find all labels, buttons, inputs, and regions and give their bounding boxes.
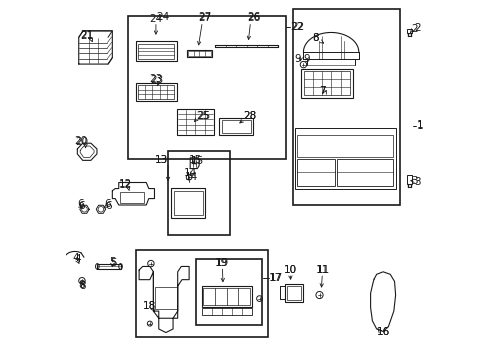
Bar <box>286 286 300 300</box>
Text: 8: 8 <box>80 282 86 292</box>
Text: 17: 17 <box>269 273 282 283</box>
Text: 20: 20 <box>75 138 88 148</box>
Text: 6: 6 <box>77 199 83 209</box>
Bar <box>97 264 121 269</box>
Bar <box>303 71 349 95</box>
Bar <box>173 191 203 215</box>
Bar <box>201 286 251 307</box>
Text: 19: 19 <box>214 258 227 268</box>
Text: 25: 25 <box>196 111 209 121</box>
Text: 24: 24 <box>149 14 162 23</box>
Text: 4: 4 <box>72 253 79 263</box>
Text: 13: 13 <box>154 155 167 165</box>
Text: 9: 9 <box>303 54 309 64</box>
Bar <box>292 9 399 205</box>
Text: 11: 11 <box>317 265 330 275</box>
Text: 3: 3 <box>410 176 417 186</box>
Text: 10: 10 <box>283 265 296 275</box>
Text: 28: 28 <box>243 111 256 121</box>
Bar <box>187 50 211 57</box>
Text: 6: 6 <box>105 201 112 211</box>
Text: 24: 24 <box>156 13 169 22</box>
Text: 2: 2 <box>413 23 420 33</box>
Text: 15: 15 <box>188 156 202 165</box>
Text: 7: 7 <box>318 86 325 96</box>
Text: 16: 16 <box>376 327 389 337</box>
Text: 8: 8 <box>79 280 85 291</box>
Text: 18: 18 <box>143 301 156 311</box>
Text: 6: 6 <box>79 201 85 211</box>
Text: 3: 3 <box>413 177 420 187</box>
Text: 26: 26 <box>246 13 260 22</box>
Bar <box>128 16 285 158</box>
Text: 5: 5 <box>109 257 115 267</box>
Text: 14: 14 <box>184 168 197 178</box>
Text: 8: 8 <box>312 33 319 43</box>
Bar <box>188 51 210 56</box>
Bar <box>120 192 144 203</box>
Text: 12: 12 <box>119 180 132 190</box>
Bar <box>221 120 251 133</box>
Bar <box>203 288 249 305</box>
Text: 13: 13 <box>154 156 167 165</box>
Bar <box>176 109 214 135</box>
Bar <box>294 128 395 189</box>
Text: 8: 8 <box>312 33 319 43</box>
Bar <box>167 152 230 235</box>
Bar <box>135 83 176 102</box>
Bar <box>138 44 174 59</box>
Text: 1: 1 <box>416 121 423 131</box>
Text: 21: 21 <box>80 30 93 40</box>
Text: 5: 5 <box>109 258 116 268</box>
Bar <box>297 135 393 157</box>
Bar <box>406 175 411 184</box>
Text: 25: 25 <box>196 111 210 121</box>
Text: 22: 22 <box>290 22 303 32</box>
Text: 6: 6 <box>104 199 111 209</box>
Bar <box>171 188 205 217</box>
Bar <box>201 308 251 315</box>
Text: 27: 27 <box>198 13 211 23</box>
Text: 26: 26 <box>246 13 260 23</box>
Text: 10: 10 <box>283 265 296 275</box>
Text: 7: 7 <box>318 86 325 96</box>
Text: 11: 11 <box>315 265 328 275</box>
Text: 12: 12 <box>119 179 132 189</box>
Text: 22: 22 <box>290 22 304 32</box>
Text: 9: 9 <box>293 54 300 64</box>
Text: 15: 15 <box>190 157 203 166</box>
Text: 28: 28 <box>243 111 256 121</box>
Text: 14: 14 <box>184 172 198 182</box>
Text: 16: 16 <box>376 327 389 337</box>
Text: 19: 19 <box>215 258 228 268</box>
Bar <box>135 41 176 61</box>
Text: 21: 21 <box>80 31 93 41</box>
Bar <box>406 29 411 33</box>
Text: 23: 23 <box>149 74 163 84</box>
Bar <box>219 118 253 135</box>
Text: 27: 27 <box>198 13 211 22</box>
Bar <box>337 159 392 186</box>
Bar <box>284 284 303 302</box>
Text: 23: 23 <box>150 75 163 85</box>
Bar <box>297 159 334 186</box>
Bar <box>303 52 358 59</box>
Bar <box>196 258 262 325</box>
Text: 2: 2 <box>410 23 417 33</box>
Text: 17: 17 <box>268 273 282 283</box>
Bar <box>300 68 352 98</box>
Text: 20: 20 <box>74 136 87 147</box>
Text: 18: 18 <box>143 301 156 311</box>
Bar <box>155 287 176 309</box>
Bar <box>138 85 174 99</box>
Text: 4: 4 <box>74 254 81 264</box>
Bar <box>135 249 267 337</box>
Text: 1: 1 <box>416 120 423 130</box>
